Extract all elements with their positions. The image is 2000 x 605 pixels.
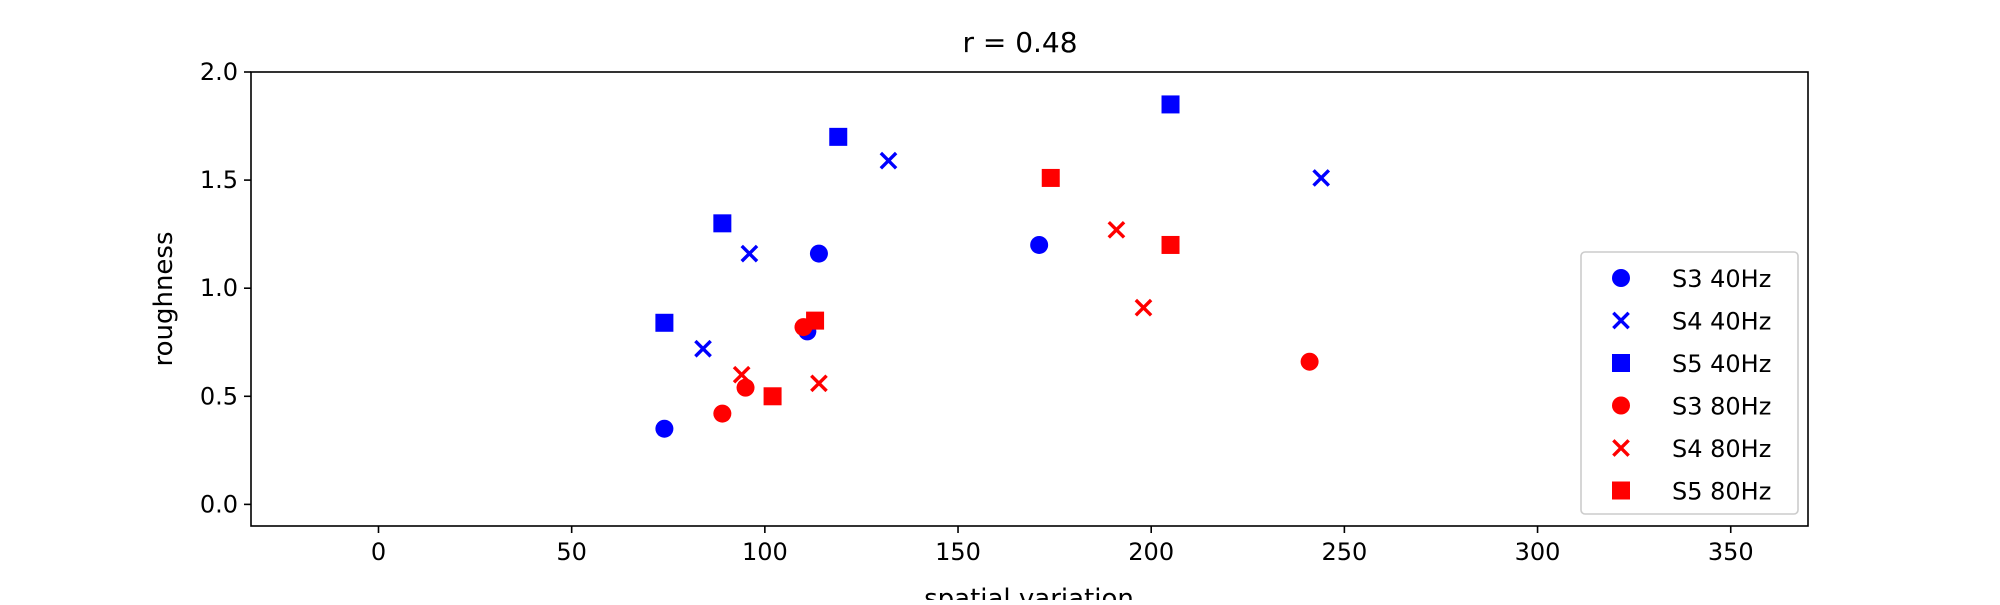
data-point — [1300, 352, 1319, 371]
data-point — [713, 404, 732, 423]
x-tick-label: 200 — [1128, 538, 1174, 566]
legend-label: S3 80Hz — [1672, 393, 1771, 421]
plot-frame — [250, 71, 1809, 527]
chart-title: r = 0.48 — [962, 26, 1077, 59]
legend-marker — [1612, 269, 1630, 287]
y-tick-label: 1.0 — [200, 274, 238, 302]
legend-box — [1580, 251, 1799, 515]
x-tick-label: 300 — [1515, 538, 1561, 566]
legend-label: S5 80Hz — [1672, 478, 1771, 506]
x-axis-label: spatial variation — [924, 584, 1134, 600]
data-point — [1161, 95, 1180, 114]
legend-marker — [1612, 396, 1630, 415]
legend: S3 40Hz S4 40Hz S5 40Hz S3 80Hz S4 80Hz S5 80… — [1580, 251, 1799, 515]
data-point — [713, 214, 732, 233]
x-tick-label: 150 — [935, 538, 981, 566]
y-axis-label: roughness — [149, 231, 179, 366]
x-tick-label: 0 — [371, 538, 386, 566]
data-point — [740, 244, 759, 263]
data-point — [829, 127, 848, 146]
x-tick-label: 250 — [1321, 538, 1367, 566]
data-point — [810, 374, 828, 393]
data-point — [1107, 220, 1126, 239]
data-point — [655, 313, 674, 332]
data-point — [809, 244, 828, 263]
data-point — [763, 387, 782, 406]
legend-label: S4 40Hz — [1672, 308, 1771, 336]
data-point — [1161, 235, 1180, 254]
legend-label: S4 80Hz — [1672, 435, 1771, 463]
data-point — [879, 151, 898, 170]
data-point — [655, 419, 674, 438]
y-tick-label: 1.5 — [200, 166, 238, 194]
data-point — [694, 339, 712, 358]
legend-marker — [1612, 354, 1630, 372]
data-point — [1312, 169, 1331, 187]
legend-label: S3 40Hz — [1672, 265, 1771, 293]
y-tick-label: 2.0 — [200, 58, 238, 86]
legend-marker — [1612, 311, 1630, 330]
x-tick-label: 100 — [742, 538, 788, 566]
legend-label: S5 40Hz — [1672, 350, 1771, 378]
data-point — [732, 365, 751, 384]
legend-marker — [1612, 439, 1630, 457]
data-point — [806, 311, 825, 330]
x-tick-label: 50 — [556, 538, 587, 566]
data-point — [736, 378, 755, 397]
legend-marker — [1612, 481, 1630, 500]
data-point — [1041, 168, 1060, 187]
x-tick-label: 350 — [1708, 538, 1754, 566]
data-point — [1134, 298, 1153, 317]
y-tick-label: 0.5 — [200, 382, 238, 410]
y-tick-label: 0.0 — [200, 490, 238, 518]
data-point — [1030, 235, 1049, 254]
